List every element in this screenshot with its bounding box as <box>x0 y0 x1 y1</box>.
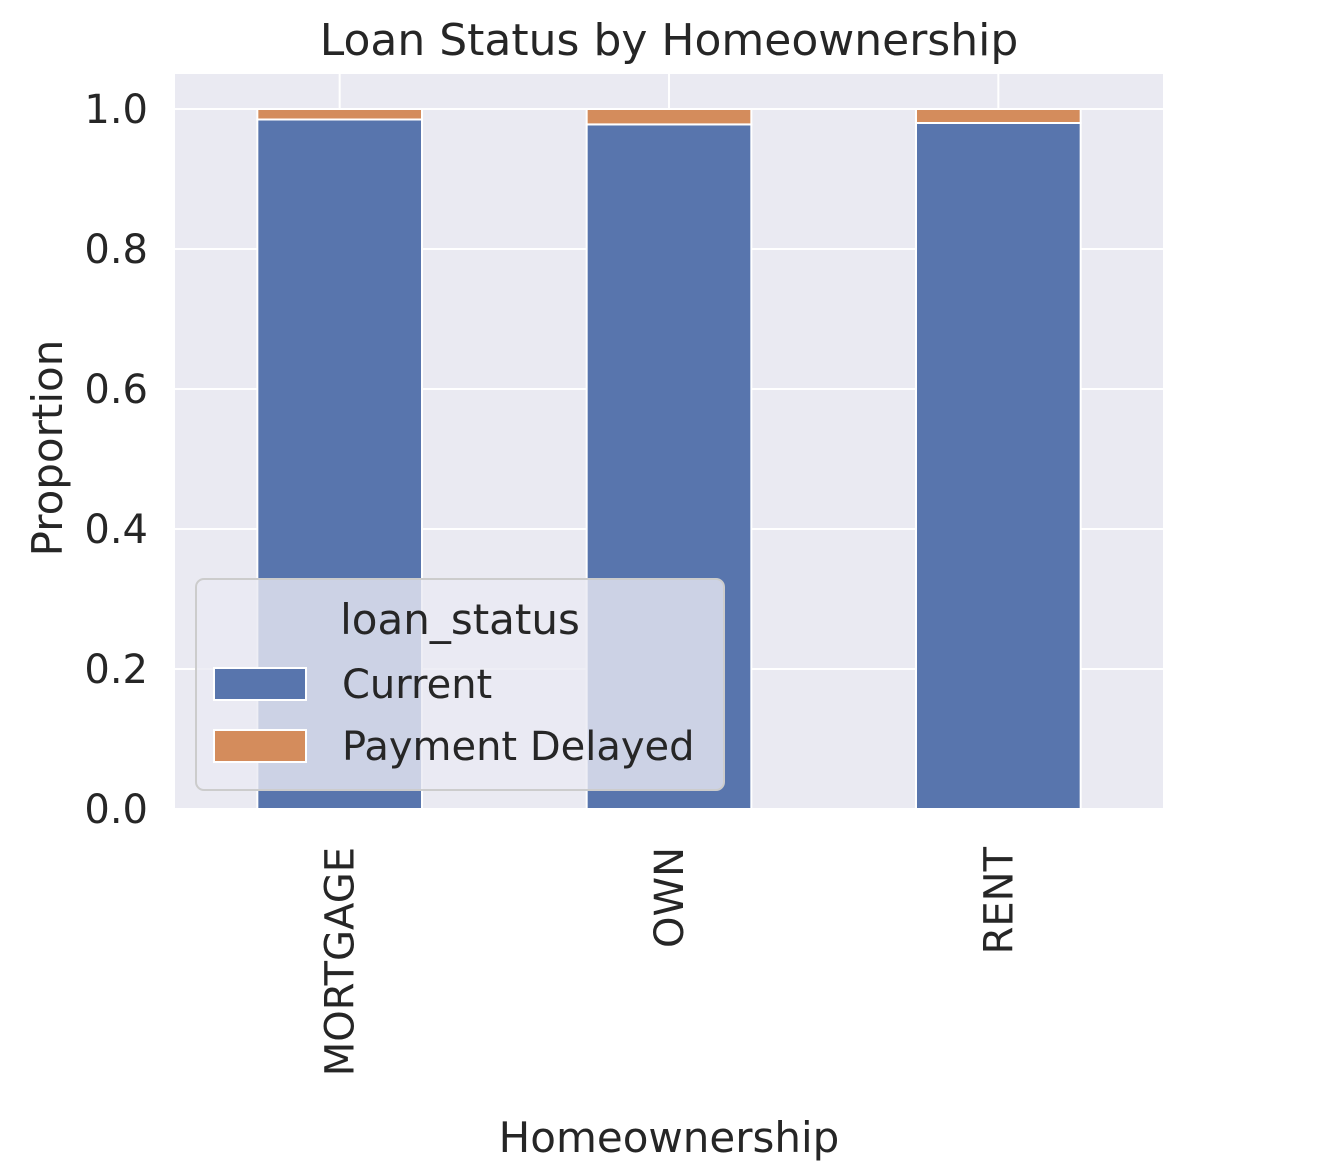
y-tick-label: 0.2 <box>84 647 148 693</box>
bar-current-rent <box>915 122 1082 810</box>
x-axis-title: Homeownership <box>499 1113 840 1162</box>
x-axis-ticks: MORTGAGE OWN RENT <box>318 846 1023 1076</box>
chart-title: Loan Status by Homeownership <box>320 15 1019 66</box>
legend: loan_status Current Payment Delayed <box>195 578 725 791</box>
legend-swatch-payment-delayed <box>213 729 307 763</box>
y-tick-label: 1.0 <box>84 87 148 133</box>
legend-box <box>195 578 725 791</box>
y-tick-label: 0.4 <box>84 507 148 553</box>
y-tick-label: 0.6 <box>84 367 148 413</box>
y-tick-label: 0.8 <box>84 227 148 273</box>
bar-payment-delayed-rent <box>915 108 1082 124</box>
bar-payment-delayed-mortgage <box>256 108 424 121</box>
x-tick-label: RENT <box>976 846 1022 954</box>
bar-payment-delayed-own <box>585 108 753 126</box>
y-tick-label: 0.0 <box>84 787 148 833</box>
x-tick-label: MORTGAGE <box>318 847 364 1076</box>
y-axis-title: Proportion <box>23 340 72 557</box>
legend-title: loan_status <box>340 595 580 644</box>
legend-label-current: Current <box>342 662 492 708</box>
legend-label-payment-delayed: Payment Delayed <box>342 724 695 770</box>
y-axis-ticks: 0.0 0.2 0.4 0.6 0.8 1.0 <box>84 87 148 833</box>
legend-swatch-current <box>213 667 307 701</box>
x-tick-label: OWN <box>647 847 693 948</box>
